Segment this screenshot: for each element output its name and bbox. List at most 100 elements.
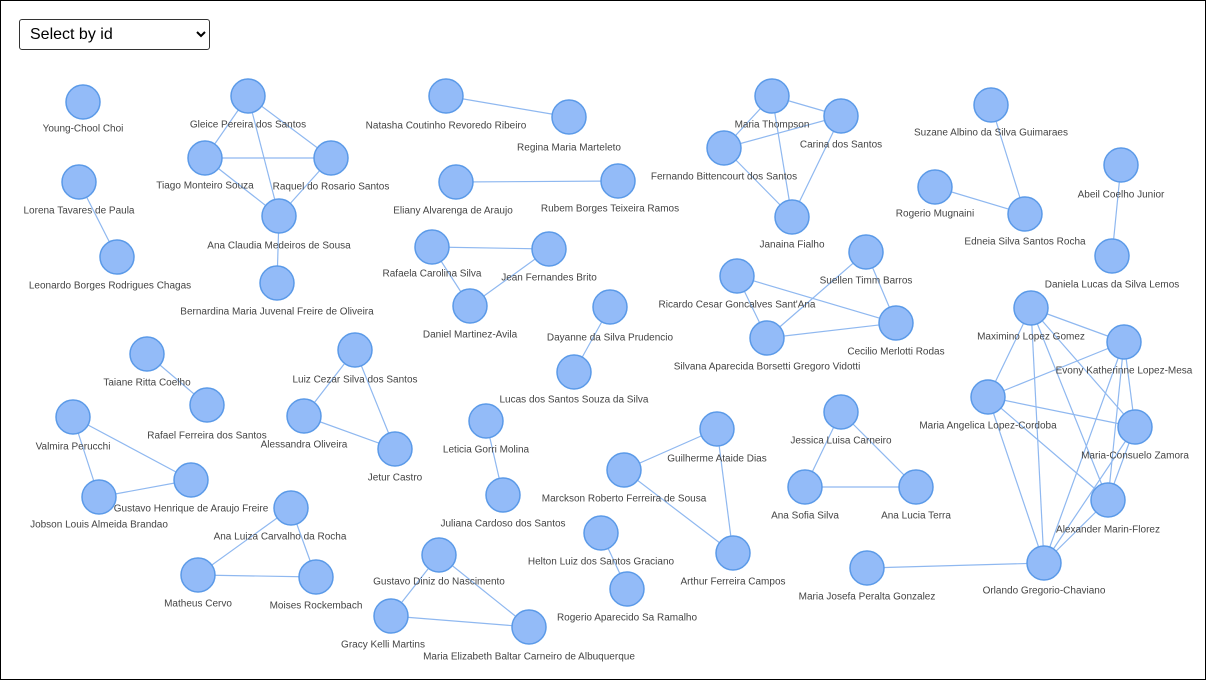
node-circle — [606, 452, 642, 488]
node: Ana Luiza Carvalho da Rocha — [214, 490, 347, 543]
node-label: Matheus Cervo — [164, 599, 232, 610]
edge — [623, 469, 734, 554]
node-label: Ricardo Cesar Goncalves Sant'Ana — [659, 300, 816, 311]
node: Gustavo Henrique de Araujo Freire — [114, 462, 269, 515]
node-circle — [373, 598, 409, 634]
node: Jobson Louis Almeida Brandao — [30, 479, 168, 531]
node-label: Edneia Silva Santos Rocha — [964, 237, 1086, 248]
node-label: Daniel Martinez-Avila — [423, 330, 518, 341]
node: Ana Lucia Terra — [881, 469, 951, 522]
node-circle — [286, 398, 322, 434]
node-circle — [298, 559, 334, 595]
node-label: Rubem Borges Teixeira Ramos — [541, 204, 679, 215]
node-label: Jessica Luisa Carneiro — [790, 436, 892, 447]
edge — [987, 396, 1045, 564]
node: Natasha Coutinho Revoredo Ribeiro — [366, 78, 527, 132]
node-label: Gleice Pereira dos Santos — [190, 120, 306, 131]
edge — [1043, 426, 1136, 564]
node: Suzane Albino da Silva Guimaraes — [914, 87, 1068, 139]
id-select[interactable]: Select by id — [19, 19, 210, 50]
edge — [716, 428, 734, 554]
node-circle — [1013, 290, 1049, 326]
node: Juliana Cardoso dos Santos — [440, 477, 566, 530]
node: Guilherme Ataide Dias — [667, 411, 767, 465]
node: Lucas dos Santos Souza da Silva — [500, 354, 649, 406]
node-label: Marckson Roberto Ferreira de Sousa — [542, 494, 707, 505]
node-circle — [1090, 482, 1126, 518]
edge — [354, 349, 396, 450]
node-circle — [917, 169, 953, 205]
node-circle — [81, 479, 117, 515]
node-label: Ana Luiza Carvalho da Rocha — [214, 532, 347, 543]
node: Abeil Coelho Junior — [1078, 147, 1165, 201]
node-label: Jetur Castro — [368, 473, 423, 484]
node-circle — [849, 550, 885, 586]
node: Silvana Aparecida Borsetti Gregoro Vidot… — [674, 320, 860, 373]
node-circle — [187, 140, 223, 176]
node-circle — [749, 320, 785, 356]
node-label: Maximino Lopez Gomez — [977, 332, 1085, 343]
node-label: Evony Katherinne Lopez-Mesa — [1056, 366, 1193, 377]
node-label: Guilherme Ataide Dias — [667, 454, 767, 465]
node-label: Fernando Bittencourt dos Santos — [651, 172, 797, 183]
node: Moises Rockembach — [270, 559, 362, 612]
node-circle — [600, 163, 636, 199]
node-circle — [1026, 545, 1062, 581]
node: Fernando Bittencourt dos Santos — [651, 130, 797, 183]
node-circle — [180, 557, 216, 593]
node-label: Eliany Alvarenga de Araujo — [393, 206, 513, 217]
node-label: Bernardina Maria Juvenal Freire de Olive… — [180, 307, 374, 318]
node-circle — [261, 198, 297, 234]
edge — [866, 562, 1045, 569]
node-label: Rafaela Carolina Silva — [383, 269, 482, 280]
edge — [736, 275, 897, 324]
node-label: Gustavo Diniz do Nascimento — [373, 577, 505, 588]
node-circle — [970, 379, 1006, 415]
node: Alexander Marin-Florez — [1056, 482, 1160, 536]
node: Maria Angelica Lopez-Cordoba — [919, 379, 1057, 432]
node-label: Lucas dos Santos Souza da Silva — [500, 395, 649, 406]
node-label: Young-Chool Choi — [43, 124, 124, 135]
node-circle — [1117, 409, 1153, 445]
node-label: Jobson Louis Almeida Brandao — [30, 520, 168, 531]
node: Gracy Kelli Martins — [341, 598, 425, 651]
node-label: Maria Josefa Peralta Gonzalez — [799, 592, 936, 603]
edge — [723, 115, 842, 149]
node-label: Taiane Ritta Coelho — [103, 378, 191, 389]
edge — [390, 615, 530, 628]
node-label: Gustavo Henrique de Araujo Freire — [114, 504, 269, 515]
node-circle — [1007, 196, 1043, 232]
node: Maria Elizabeth Baltar Carneiro de Albuq… — [423, 609, 635, 663]
node: Ana Claudia Medeiros de Sousa — [207, 198, 351, 252]
node-circle — [787, 469, 823, 505]
node-label: Luiz Cezar Silva dos Santos — [292, 375, 417, 386]
node-label: Suzane Albino da Silva Guimaraes — [914, 128, 1068, 139]
node: Leonardo Borges Rodrigues Chagas — [29, 239, 191, 292]
node-circle — [313, 140, 349, 176]
node-circle — [592, 289, 628, 325]
node-circle — [337, 332, 373, 368]
node-circle — [823, 394, 859, 430]
edge — [431, 246, 550, 250]
node-circle — [99, 239, 135, 275]
node-label: Ana Claudia Medeiros de Sousa — [207, 241, 351, 252]
node-label: Tiago Monteiro Souza — [156, 181, 254, 192]
node-label: Daniela Lucas da Silva Lemos — [1045, 280, 1180, 291]
node-circle — [468, 403, 504, 439]
edge — [72, 416, 192, 481]
edge — [445, 95, 570, 118]
edge — [1107, 341, 1125, 501]
node-label: Gracy Kelli Martins — [341, 640, 425, 651]
node: Daniel Martinez-Avila — [423, 288, 518, 341]
node: Jetur Castro — [368, 431, 423, 484]
node: Raquel do Rosario Santos — [273, 140, 389, 193]
node-circle — [878, 305, 914, 341]
node: Bernardina Maria Juvenal Freire de Olive… — [180, 265, 374, 318]
node: Arthur Ferreira Campos — [680, 535, 786, 588]
node-label: Lorena Tavares de Paula — [23, 206, 134, 217]
node: Rubem Borges Teixeira Ramos — [541, 163, 679, 215]
node: Maria-Consuelo Zamora — [1081, 409, 1189, 462]
node-circle — [823, 98, 859, 134]
node-label: Abeil Coelho Junior — [1078, 190, 1165, 201]
